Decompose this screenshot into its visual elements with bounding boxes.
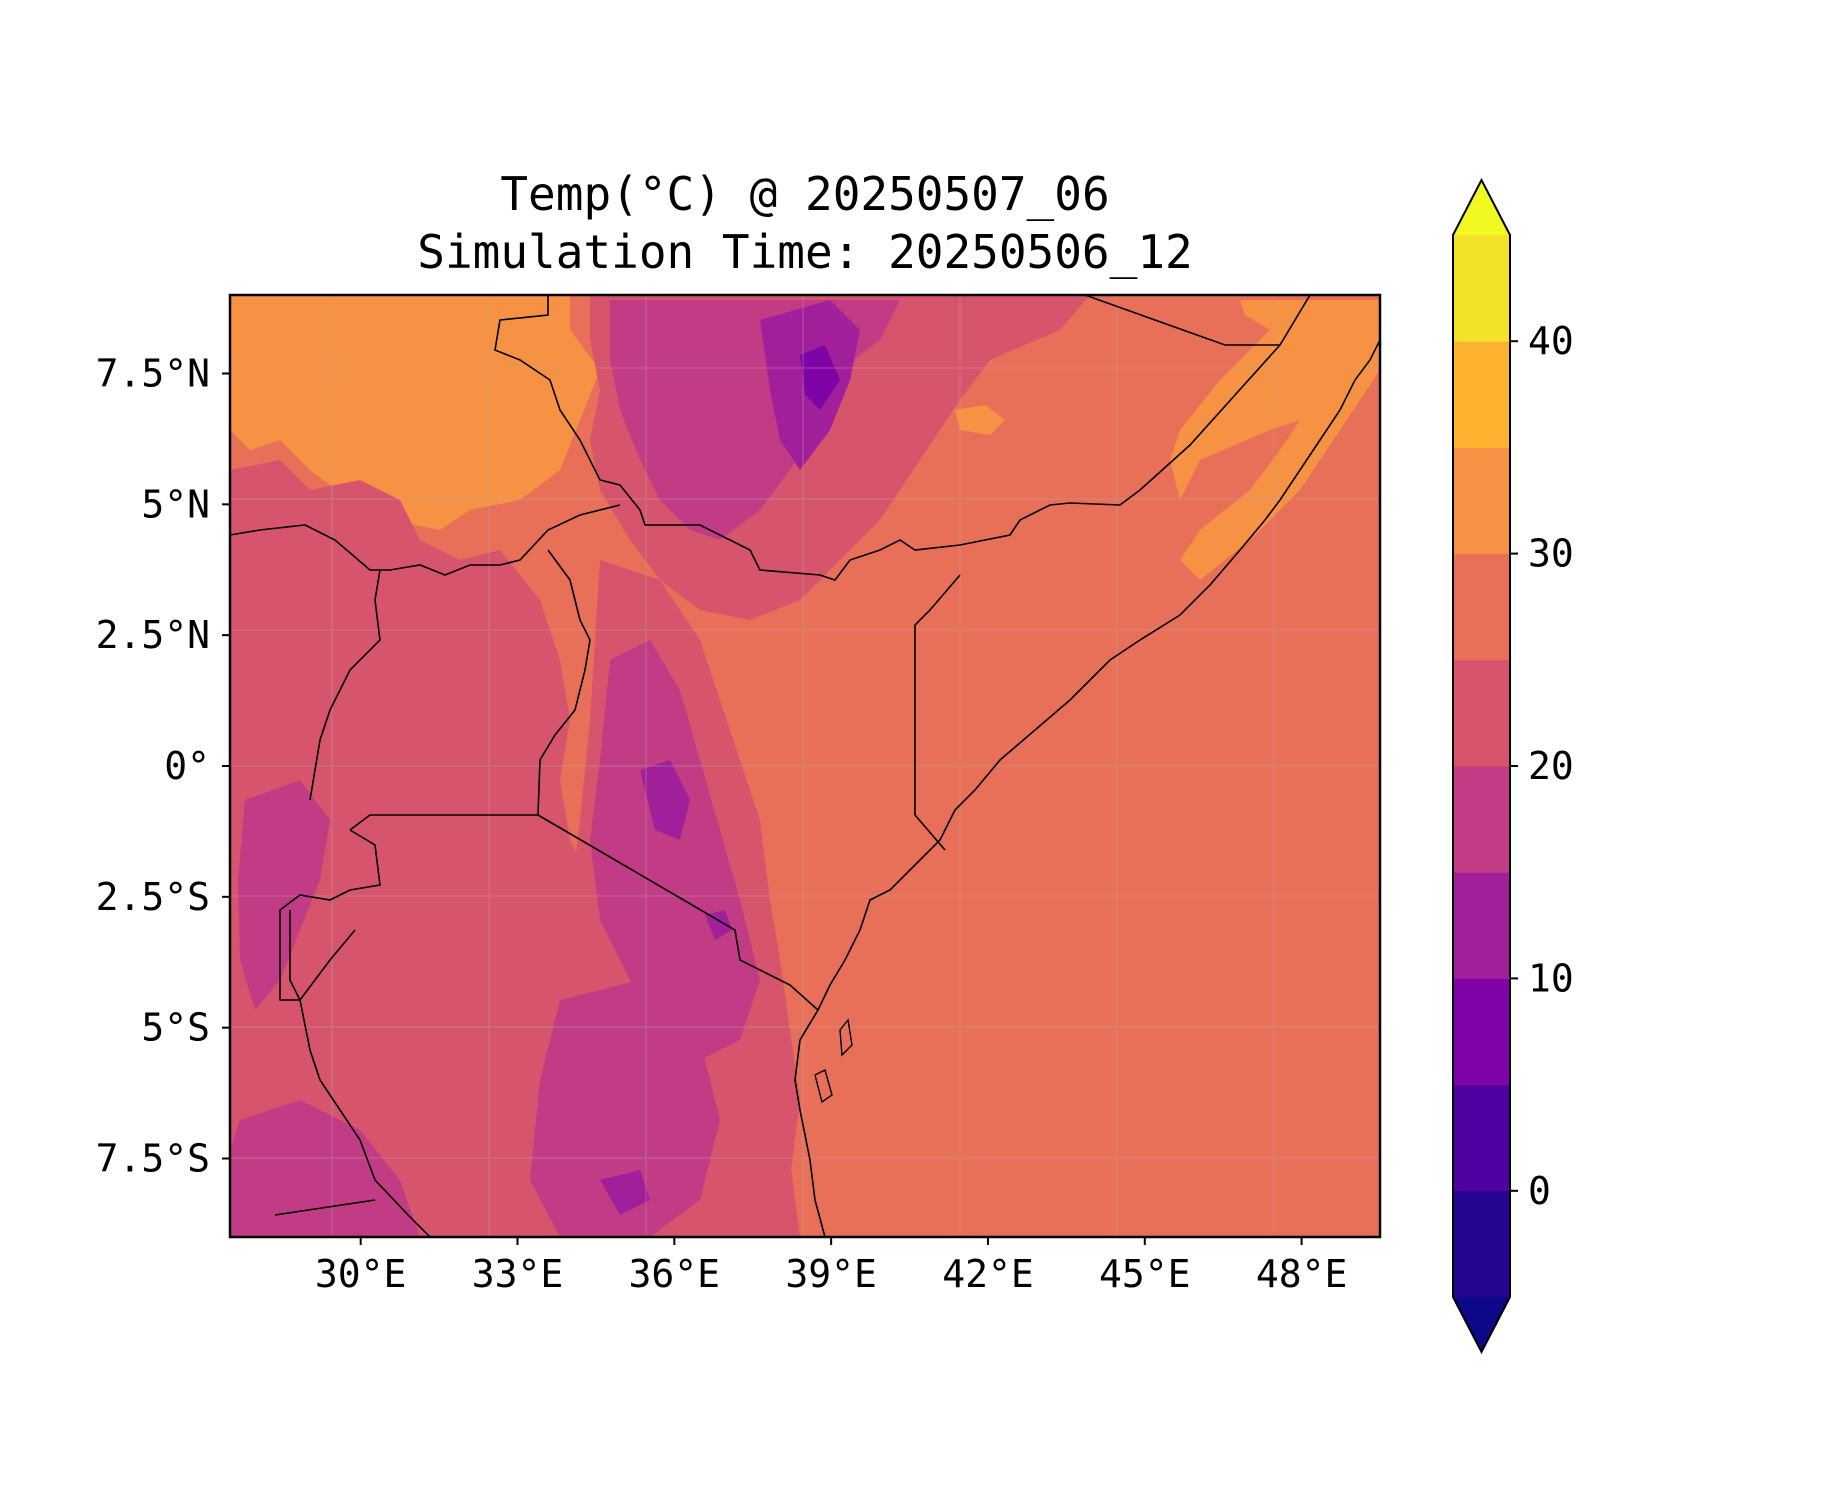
cold-zone-tanzania <box>600 1170 650 1215</box>
map-panel <box>230 295 1380 1237</box>
y-tick-label: 5°N <box>141 482 210 526</box>
colorbar-tick-label: 40 <box>1528 319 1574 363</box>
cold-zone-kilimanjaro <box>705 910 732 940</box>
cool-zone-rift-kenya <box>590 640 760 1060</box>
coastline-east-africa <box>794 339 1380 1237</box>
colorbar: 0 10 20 30 40 <box>1452 177 1574 1355</box>
cold-zone-kenya-high <box>640 760 690 840</box>
gridlines <box>230 295 1380 1237</box>
warm-region-northwest <box>230 295 600 530</box>
title-line-2: Simulation Time: 20250506_12 <box>417 225 1192 279</box>
colorbar-under-triangle <box>1453 1297 1510 1352</box>
y-axis-ticks: 7.5°N 5°N 2.5°N 0° 2.5°S 5°S 7.5°S <box>96 352 230 1181</box>
warm-region-north-horn <box>1240 300 1330 330</box>
border-kenya-somalia <box>914 574 961 851</box>
border-ethiopia-somalia-north <box>1084 295 1280 346</box>
colorbar-segment <box>1453 659 1510 767</box>
colorbar-segment <box>1453 978 1510 1086</box>
border-zambia-tanzania <box>274 1199 376 1216</box>
colorbar-outline <box>1452 177 1511 1355</box>
border-uganda-kenya <box>537 549 591 816</box>
colorbar-over-triangle <box>1453 180 1510 235</box>
colorbar-segment <box>1453 1084 1510 1192</box>
warm-region-somalia-coast <box>1170 300 1380 580</box>
x-tick-label: 30°E <box>315 1252 407 1296</box>
colorbar-segment <box>1453 447 1510 555</box>
colorbar-segment <box>1453 1190 1510 1298</box>
y-tick-label: 2.5°S <box>96 875 210 919</box>
x-tick-label: 45°E <box>1099 1252 1191 1296</box>
colorbar-segment <box>1453 235 1510 342</box>
colorbar-segment <box>1453 341 1510 448</box>
colorbar-tick-label: 30 <box>1528 532 1574 576</box>
border-kenya-tanzania <box>537 814 819 1011</box>
x-tick-label: 42°E <box>942 1252 1034 1296</box>
title-line-1: Temp(°C) @ 20250507_06 <box>500 167 1109 221</box>
x-tick-label: 48°E <box>1256 1252 1348 1296</box>
coldest-zone-ethiopia <box>800 345 840 410</box>
border-uganda-tanzania-west <box>349 814 538 831</box>
y-tick-label: 2.5°N <box>96 613 210 657</box>
border-sudan-drc-uganda <box>230 504 621 576</box>
colorbar-tick-label: 20 <box>1528 744 1574 788</box>
colorbar-segment <box>1453 766 1510 873</box>
colorbar-segment <box>1453 553 1510 661</box>
x-tick-label: 33°E <box>472 1252 564 1296</box>
x-axis-ticks: 30°E 33°E 36°E 39°E 42°E 45°E 48°E <box>315 1237 1347 1296</box>
y-tick-label: 7.5°N <box>96 352 210 396</box>
cool-zone-southwest <box>230 1100 420 1237</box>
colorbar-segment <box>1453 872 1510 979</box>
island-zanzibar <box>839 1018 853 1057</box>
y-tick-label: 5°S <box>141 1006 210 1050</box>
y-tick-label: 0° <box>164 744 210 788</box>
colorbar-tick-label: 10 <box>1528 956 1574 1000</box>
border-south-sudan-ethiopia <box>494 295 1311 581</box>
colorbar-tick-label: 0 <box>1528 1169 1551 1213</box>
x-tick-label: 39°E <box>785 1252 877 1296</box>
border-tanzania-west <box>289 910 431 1237</box>
border-rwanda-burundi <box>279 829 381 1001</box>
country-borders <box>230 295 1311 1237</box>
y-tick-label: 7.5°S <box>96 1137 210 1181</box>
x-tick-label: 36°E <box>629 1252 721 1296</box>
cool-zone-rwenzori <box>238 780 330 1010</box>
border-uganda-drc <box>309 569 381 801</box>
cool-zone-tanzania-south <box>530 980 720 1237</box>
warm-patch-ogaden <box>955 405 1005 435</box>
island-mafia <box>814 1068 833 1104</box>
